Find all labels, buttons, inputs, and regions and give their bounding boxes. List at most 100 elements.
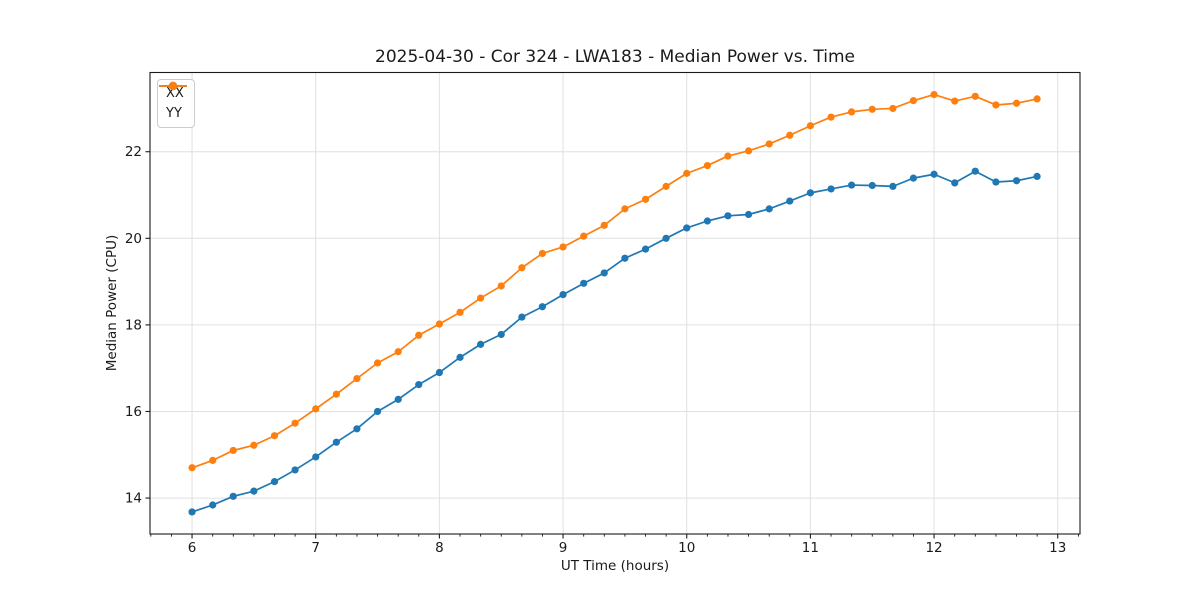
series-yy-marker [992,101,1000,109]
series-yy-marker [724,152,732,160]
series-xx-marker [703,217,711,225]
series-xx-marker [641,245,650,253]
series-yy-marker [621,205,629,213]
x-tick-label: 10 [678,540,695,556]
series-xx-marker [930,170,938,178]
series-xx-marker [1012,177,1021,185]
series-yy-marker [889,104,897,113]
series-xx-marker [992,178,1000,186]
series-xx-marker [868,181,876,190]
series-xx-marker [559,290,567,299]
x-tick-label: 8 [435,540,444,556]
series-yy-marker [291,419,299,427]
series-xx-marker [518,313,526,321]
x-tick-label: 6 [188,540,197,556]
series-xx-marker [353,425,361,433]
series-xx-marker [332,438,340,446]
axes-spines [149,71,1081,535]
chart-title: 2025-04-30 - Cor 324 - LWA183 - Median P… [375,47,855,67]
series-yy-marker [806,122,814,130]
legend-sample-yy-line-icon [159,81,187,91]
series-yy-marker [435,320,443,328]
series-yy-marker [373,359,382,367]
series-xx-marker [827,185,835,193]
series-xx-marker [229,492,237,500]
series-xx-marker [497,330,505,339]
series-yy-marker [1012,99,1021,107]
series-xx-marker [476,340,485,348]
series-xx-marker [909,174,918,182]
y-tick-label: 16 [125,404,142,420]
series-yy-marker [518,264,526,272]
series-yy-marker [600,221,608,229]
series-xx-marker [456,353,464,361]
series-xx-marker [394,395,402,403]
series-xx-marker [270,478,279,486]
series-yy-marker [332,390,340,398]
legend: XX YY [157,79,195,128]
series-xx-marker [435,368,443,377]
series-yy-marker [641,195,650,203]
x-axis-label: UT Time (hours) [560,558,670,574]
series-xx-marker [291,466,299,474]
series-yy-marker [868,105,876,113]
series-yy-marker [786,131,794,139]
series-yy-marker [744,147,753,155]
legend-label-xx: XX [166,86,184,101]
series-xx-marker [250,487,258,495]
series-xx-marker [538,303,547,311]
series-xx-marker [1033,172,1041,181]
series-yy-marker [662,182,670,190]
series-yy-marker [312,405,320,413]
series-yy-marker [580,232,588,240]
series-xx-marker [188,508,196,516]
series-yy-marker [683,169,691,177]
series-xx-marker [600,269,608,277]
series-xx-marker [209,501,217,509]
series-xx-marker [765,205,773,213]
series-xx-marker [847,181,856,189]
legend-item-yy: YY [159,81,187,122]
series-yy-marker [930,90,938,99]
x-tick-label: 12 [925,540,942,556]
series-yy-marker [209,456,217,465]
series-yy-marker [951,97,959,105]
series-yy-marker [229,446,237,455]
series-yy-marker [538,249,547,258]
series-yy-marker [1033,95,1041,103]
series-xx-marker [806,189,814,197]
legend-label-yy: YY [166,106,182,121]
series-yy-marker [559,243,567,251]
series-yy-line [191,93,1038,469]
series-xx-marker [724,212,732,220]
series-yy-marker [703,161,711,170]
series-yy-marker [456,308,464,316]
series-xx-marker [786,197,794,205]
series-yy-marker [270,432,279,440]
series-xx-marker [951,179,959,187]
series-yy-marker [765,140,773,148]
series-xx-marker [662,234,670,242]
series-yy-marker [909,97,918,105]
series-xx-marker [683,224,691,232]
series-xx-marker [621,254,629,262]
series-yy-marker [394,348,402,356]
y-tick-label: 22 [125,144,142,160]
x-tick-label: 9 [559,540,568,556]
series-yy-marker [250,441,258,449]
series-xx-marker [373,407,382,416]
series-yy-marker [497,282,505,290]
series-yy-marker [847,108,856,116]
y-tick-label: 18 [125,317,142,333]
series-xx-marker [580,279,588,287]
series-yy-marker [971,92,979,100]
series-xx-line [191,170,1038,513]
series-yy-marker [415,331,423,339]
series-xx-marker [744,210,753,219]
series-yy-marker [827,113,835,121]
x-tick-label: 7 [311,540,320,556]
series-xx-marker [971,167,979,175]
series-xx-marker [889,182,897,190]
